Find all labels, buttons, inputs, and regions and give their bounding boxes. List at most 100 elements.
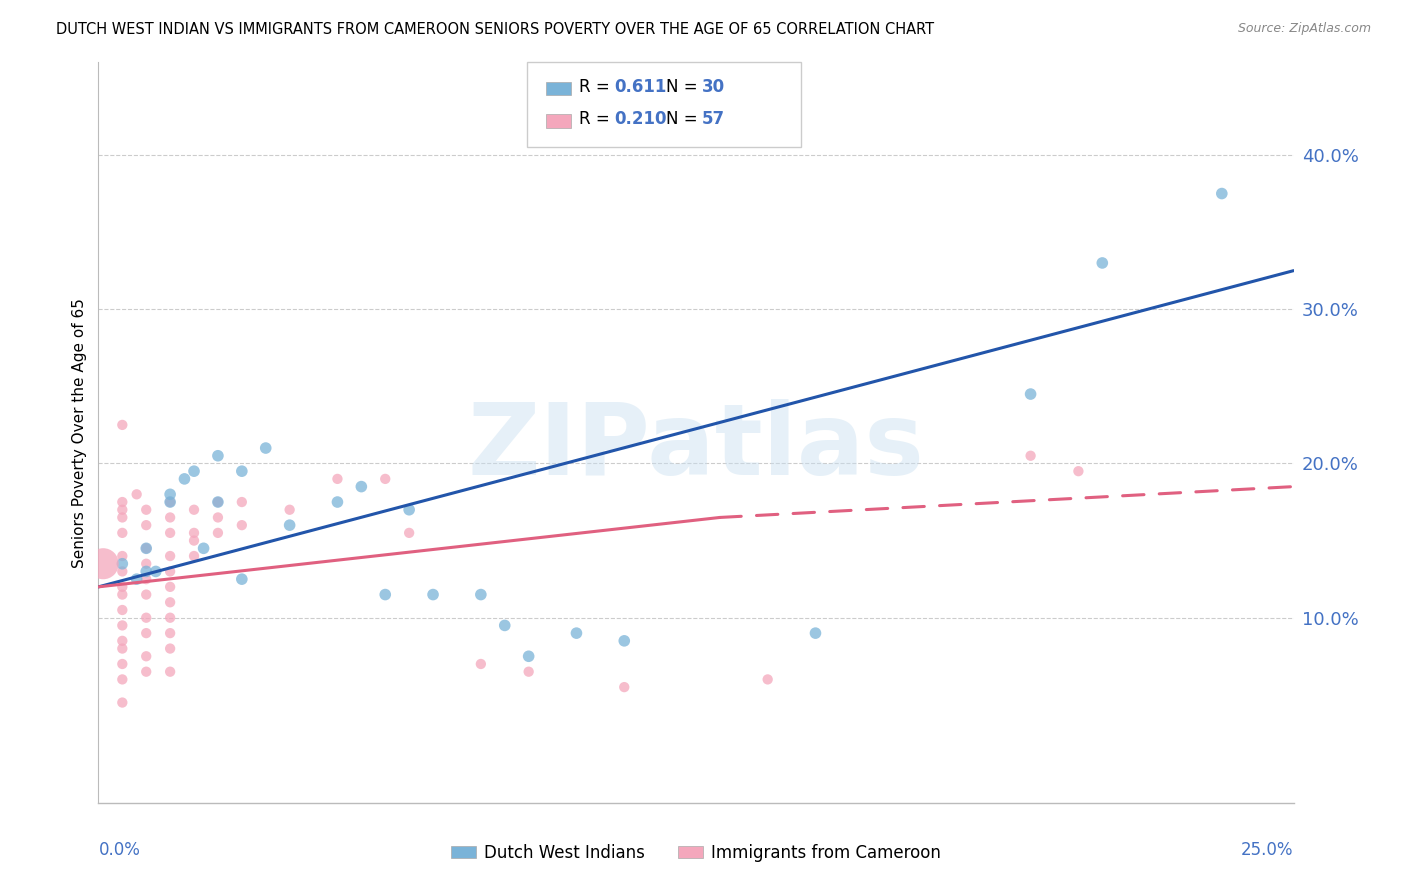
Point: [374, 472, 396, 486]
Point: [111, 696, 134, 710]
Point: [470, 588, 492, 602]
Point: [517, 649, 540, 664]
Point: [254, 441, 277, 455]
Point: [231, 518, 253, 533]
Point: [135, 626, 157, 640]
Point: [173, 472, 195, 486]
Text: N =: N =: [666, 78, 697, 95]
Text: ZIPatlas: ZIPatlas: [468, 399, 924, 496]
Text: 0.611: 0.611: [614, 78, 666, 95]
Point: [135, 611, 157, 625]
Point: [159, 495, 181, 509]
Point: [1091, 256, 1114, 270]
Point: [517, 665, 540, 679]
Point: [804, 626, 827, 640]
Text: N =: N =: [666, 110, 697, 128]
Text: 0.0%: 0.0%: [98, 841, 141, 859]
Point: [326, 472, 349, 486]
Point: [135, 541, 157, 556]
Point: [193, 541, 215, 556]
Point: [111, 502, 134, 516]
Text: R =: R =: [579, 110, 610, 128]
Text: 0.210: 0.210: [614, 110, 666, 128]
Point: [159, 665, 181, 679]
Point: [91, 557, 114, 571]
Point: [111, 495, 134, 509]
Point: [613, 633, 636, 648]
Point: [111, 641, 134, 656]
Point: [207, 495, 229, 509]
Point: [183, 464, 205, 478]
Text: R =: R =: [579, 78, 610, 95]
Point: [278, 518, 301, 533]
Point: [111, 525, 134, 540]
Point: [207, 510, 229, 524]
Point: [111, 657, 134, 671]
Point: [183, 502, 205, 516]
Point: [374, 588, 396, 602]
Point: [231, 464, 253, 478]
Point: [135, 572, 157, 586]
Point: [183, 525, 205, 540]
Point: [159, 487, 181, 501]
Point: [494, 618, 516, 632]
Point: [111, 549, 134, 563]
Point: [398, 525, 420, 540]
Point: [135, 565, 157, 579]
Point: [159, 595, 181, 609]
Point: [135, 557, 157, 571]
Text: Source: ZipAtlas.com: Source: ZipAtlas.com: [1237, 22, 1371, 36]
Point: [125, 487, 148, 501]
Point: [1211, 186, 1233, 201]
Point: [613, 680, 636, 694]
Point: [231, 495, 253, 509]
Point: [1067, 464, 1090, 478]
Point: [111, 588, 134, 602]
Point: [350, 480, 373, 494]
Point: [183, 533, 205, 548]
Point: [278, 502, 301, 516]
Point: [135, 502, 157, 516]
Y-axis label: Seniors Poverty Over the Age of 65: Seniors Poverty Over the Age of 65: [72, 298, 87, 567]
Point: [1019, 449, 1042, 463]
Point: [111, 633, 134, 648]
Text: DUTCH WEST INDIAN VS IMMIGRANTS FROM CAMEROON SENIORS POVERTY OVER THE AGE OF 65: DUTCH WEST INDIAN VS IMMIGRANTS FROM CAM…: [56, 22, 935, 37]
Point: [135, 665, 157, 679]
Point: [159, 626, 181, 640]
Point: [326, 495, 349, 509]
Text: 30: 30: [702, 78, 724, 95]
Point: [135, 649, 157, 664]
Point: [159, 565, 181, 579]
Point: [159, 580, 181, 594]
Point: [135, 541, 157, 556]
Point: [207, 449, 229, 463]
Point: [159, 495, 181, 509]
Point: [159, 641, 181, 656]
Point: [159, 549, 181, 563]
Point: [565, 626, 588, 640]
Point: [159, 611, 181, 625]
Legend: Dutch West Indians, Immigrants from Cameroon: Dutch West Indians, Immigrants from Came…: [444, 838, 948, 869]
Point: [125, 572, 148, 586]
Text: 57: 57: [702, 110, 724, 128]
Point: [135, 518, 157, 533]
Point: [111, 510, 134, 524]
Point: [145, 565, 167, 579]
Point: [111, 557, 134, 571]
Point: [1019, 387, 1042, 401]
Point: [111, 673, 134, 687]
Point: [111, 603, 134, 617]
Point: [135, 588, 157, 602]
Point: [111, 618, 134, 632]
Point: [422, 588, 444, 602]
Point: [111, 580, 134, 594]
Point: [111, 417, 134, 432]
Point: [207, 495, 229, 509]
Point: [159, 525, 181, 540]
Point: [470, 657, 492, 671]
Text: 25.0%: 25.0%: [1241, 841, 1294, 859]
Point: [398, 502, 420, 516]
Point: [183, 549, 205, 563]
Point: [159, 510, 181, 524]
Point: [756, 673, 779, 687]
